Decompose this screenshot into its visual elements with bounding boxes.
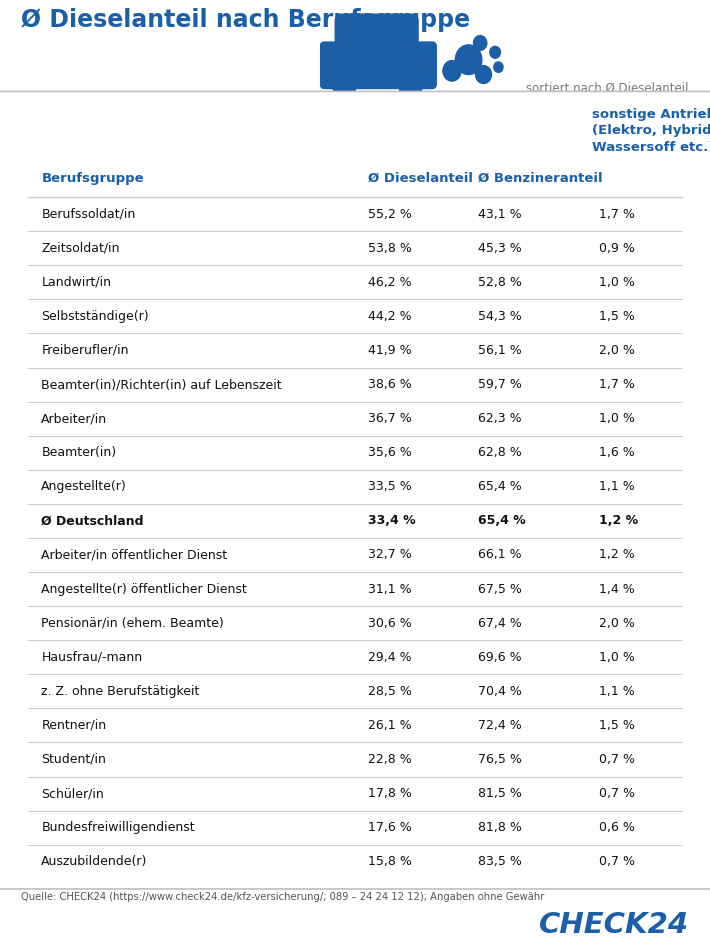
Text: 1,0 %: 1,0 % — [599, 412, 635, 426]
Text: 52,8 %: 52,8 % — [479, 276, 523, 289]
Text: 36,7 %: 36,7 % — [368, 412, 412, 426]
Text: 1,1 %: 1,1 % — [599, 685, 634, 698]
Text: Schüler/in: Schüler/in — [41, 787, 104, 800]
Circle shape — [443, 61, 462, 81]
Text: 2,0 %: 2,0 % — [599, 344, 635, 357]
Text: 0,7 %: 0,7 % — [599, 855, 635, 868]
Text: CHECK24: CHECK24 — [539, 911, 689, 940]
Text: 32,7 %: 32,7 % — [368, 548, 412, 561]
Text: 33,4 %: 33,4 % — [368, 514, 416, 527]
Text: Beamter(in): Beamter(in) — [41, 446, 116, 459]
Text: Ø Dieselanteil nach Berufsgruppe: Ø Dieselanteil nach Berufsgruppe — [21, 8, 471, 32]
Text: 66,1 %: 66,1 % — [479, 548, 522, 561]
Text: 55,2 %: 55,2 % — [368, 208, 413, 220]
Text: 1,2 %: 1,2 % — [599, 548, 634, 561]
Text: 30,6 %: 30,6 % — [368, 617, 412, 630]
Text: Angestellte(r) öffentlicher Dienst: Angestellte(r) öffentlicher Dienst — [41, 582, 247, 596]
Text: z. Z. ohne Berufstätigkeit: z. Z. ohne Berufstätigkeit — [41, 685, 200, 698]
Text: 0,7 %: 0,7 % — [599, 753, 635, 766]
Text: 67,4 %: 67,4 % — [479, 617, 523, 630]
Text: 22,8 %: 22,8 % — [368, 753, 412, 766]
Text: 1,7 %: 1,7 % — [599, 378, 635, 391]
Text: 81,8 %: 81,8 % — [479, 821, 523, 834]
Text: 76,5 %: 76,5 % — [479, 753, 523, 766]
Text: 31,1 %: 31,1 % — [368, 582, 412, 596]
Text: Rentner/in: Rentner/in — [41, 719, 106, 732]
Text: 0,9 %: 0,9 % — [599, 241, 635, 255]
Text: 17,8 %: 17,8 % — [368, 787, 413, 800]
Text: 0,6 %: 0,6 % — [599, 821, 635, 834]
Circle shape — [476, 66, 491, 84]
Text: 33,5 %: 33,5 % — [368, 481, 412, 493]
Text: Pensionär/in (ehem. Beamte): Pensionär/in (ehem. Beamte) — [41, 617, 224, 630]
Text: 1,0 %: 1,0 % — [599, 276, 635, 289]
FancyBboxPatch shape — [320, 42, 436, 88]
Text: Berufsgruppe: Berufsgruppe — [41, 172, 144, 185]
Text: 15,8 %: 15,8 % — [368, 855, 413, 868]
Text: Ø Deutschland: Ø Deutschland — [41, 514, 144, 527]
Text: 1,5 %: 1,5 % — [599, 310, 635, 323]
Text: Berufssoldat/in: Berufssoldat/in — [41, 208, 136, 220]
Text: 81,5 %: 81,5 % — [479, 787, 523, 800]
Text: 62,3 %: 62,3 % — [479, 412, 522, 426]
Text: 62,8 %: 62,8 % — [479, 446, 523, 459]
Circle shape — [332, 71, 356, 98]
Text: 29,4 %: 29,4 % — [368, 651, 412, 664]
Text: Ø Benzineranteil: Ø Benzineranteil — [479, 172, 603, 185]
Text: Quelle: CHECK24 (https://www.check24.de/kfz-versicherung/; 089 – 24 24 12 12); A: Quelle: CHECK24 (https://www.check24.de/… — [21, 891, 545, 902]
Text: 1,5 %: 1,5 % — [599, 719, 635, 732]
Text: Arbeiter/in öffentlicher Dienst: Arbeiter/in öffentlicher Dienst — [41, 548, 227, 561]
Text: 70,4 %: 70,4 % — [479, 685, 523, 698]
FancyBboxPatch shape — [0, 91, 710, 889]
Text: 1,7 %: 1,7 % — [599, 208, 635, 220]
Text: 54,3 %: 54,3 % — [479, 310, 523, 323]
Text: 38,6 %: 38,6 % — [368, 378, 412, 391]
Text: 65,4 %: 65,4 % — [479, 481, 523, 493]
Text: 45,3 %: 45,3 % — [479, 241, 523, 255]
Text: 0,7 %: 0,7 % — [599, 787, 635, 800]
Circle shape — [493, 62, 503, 72]
Text: Selbstständige(r): Selbstständige(r) — [41, 310, 149, 323]
Text: 41,9 %: 41,9 % — [368, 344, 412, 357]
Text: 46,2 %: 46,2 % — [368, 276, 412, 289]
Circle shape — [455, 45, 482, 74]
Text: 53,8 %: 53,8 % — [368, 241, 413, 255]
Text: Landwirt/in: Landwirt/in — [41, 276, 111, 289]
Text: 1,4 %: 1,4 % — [599, 582, 634, 596]
Circle shape — [490, 47, 501, 58]
Text: 44,2 %: 44,2 % — [368, 310, 412, 323]
Text: Zeitsoldat/in: Zeitsoldat/in — [41, 241, 120, 255]
Text: 1,1 %: 1,1 % — [599, 481, 634, 493]
Text: 2,0 %: 2,0 % — [599, 617, 635, 630]
Text: Beamter(in)/Richter(in) auf Lebenszeit: Beamter(in)/Richter(in) auf Lebenszeit — [41, 378, 282, 391]
Text: 1,6 %: 1,6 % — [599, 446, 634, 459]
Text: 1,0 %: 1,0 % — [599, 651, 635, 664]
Text: 56,1 %: 56,1 % — [479, 344, 523, 357]
Text: 67,5 %: 67,5 % — [479, 582, 523, 596]
Text: 59,7 %: 59,7 % — [479, 378, 523, 391]
Text: sortiert nach Ø Dieselanteil: sortiert nach Ø Dieselanteil — [526, 82, 689, 95]
Text: Freiberufler/in: Freiberufler/in — [41, 344, 129, 357]
Text: Ø Dieselanteil: Ø Dieselanteil — [368, 172, 474, 185]
Circle shape — [399, 71, 422, 98]
Text: Hausfrau/-mann: Hausfrau/-mann — [41, 651, 143, 664]
Text: 17,6 %: 17,6 % — [368, 821, 412, 834]
Text: 69,6 %: 69,6 % — [479, 651, 522, 664]
Text: 1,2 %: 1,2 % — [599, 514, 638, 527]
Text: Bundesfreiwilligendienst: Bundesfreiwilligendienst — [41, 821, 195, 834]
Text: 83,5 %: 83,5 % — [479, 855, 523, 868]
Text: sonstige Antriebe
(Elektro, Hybrid,
Wassersoff etc.): sonstige Antriebe (Elektro, Hybrid, Wass… — [592, 107, 710, 154]
Text: 35,6 %: 35,6 % — [368, 446, 412, 459]
FancyBboxPatch shape — [335, 14, 418, 59]
Text: 43,1 %: 43,1 % — [479, 208, 522, 220]
Text: Arbeiter/in: Arbeiter/in — [41, 412, 107, 426]
Text: 28,5 %: 28,5 % — [368, 685, 413, 698]
Text: 72,4 %: 72,4 % — [479, 719, 523, 732]
Text: Auszubildende(r): Auszubildende(r) — [41, 855, 148, 868]
Text: Student/in: Student/in — [41, 753, 106, 766]
Text: Angestellte(r): Angestellte(r) — [41, 481, 127, 493]
Text: 65,4 %: 65,4 % — [479, 514, 526, 527]
Circle shape — [474, 35, 487, 50]
Text: 26,1 %: 26,1 % — [368, 719, 412, 732]
